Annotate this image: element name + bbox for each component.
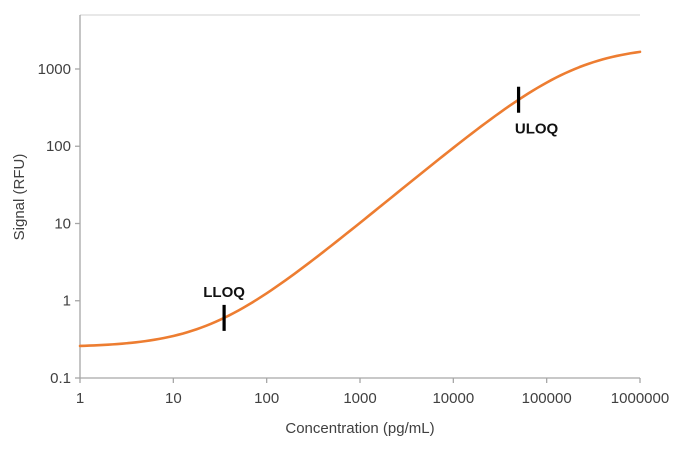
- data-series: [78, 50, 642, 348]
- y-tick-label: 1000: [38, 61, 71, 78]
- y-axis-title: Signal (RFU): [11, 154, 28, 241]
- x-tick-label: 1000000: [611, 390, 669, 407]
- axis-ticks: [75, 68, 641, 383]
- y-tick-label: 10: [54, 215, 71, 232]
- x-tick-label: 10000: [432, 390, 474, 407]
- uloq-label: ULOQ: [515, 121, 559, 138]
- lloq-label: LLOQ: [203, 284, 245, 301]
- y-tick-label: 1: [63, 293, 71, 310]
- x-tick-label: 10: [165, 390, 182, 407]
- axes: [79, 15, 640, 379]
- x-tick-label: 100000: [522, 390, 572, 407]
- x-tick-label: 100: [254, 390, 279, 407]
- y-tick-label: 0.1: [50, 370, 71, 387]
- x-axis-title: Concentration (pg/mL): [285, 420, 434, 437]
- annotations: LLOQ ULOQ: [203, 86, 559, 331]
- x-tick-label: 1: [76, 390, 84, 407]
- axis-tick-labels: 1 10 100 1000 10000 100000 1000000 0.1 1 10 100 100…: [38, 61, 670, 407]
- y-tick-label: 100: [46, 138, 71, 155]
- x-tick-label: 1000: [343, 390, 376, 407]
- calibration-curve: [78, 50, 642, 348]
